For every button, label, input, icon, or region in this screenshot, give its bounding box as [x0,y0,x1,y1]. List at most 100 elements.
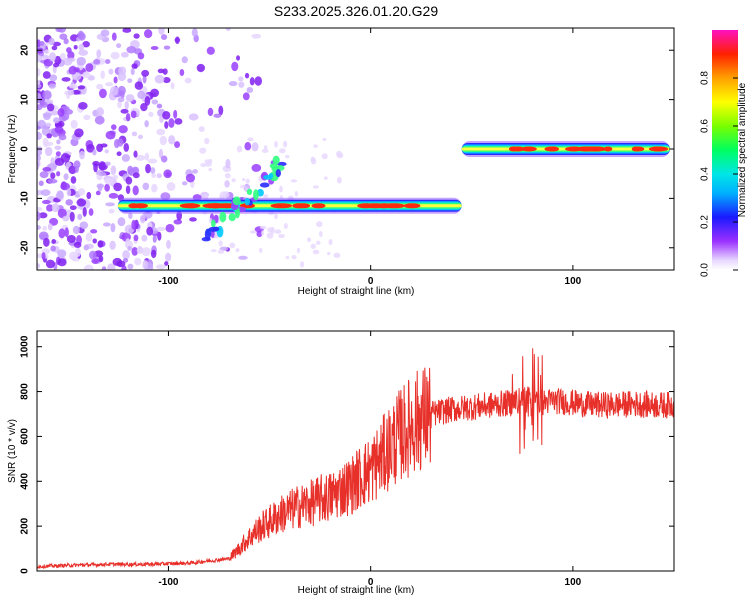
noise-blob [110,165,117,175]
snr-y-tick-label: 400 [20,473,31,490]
noise-blob [147,158,158,164]
noise-blob [267,227,274,233]
noise-blob [258,247,263,253]
noise-blob [98,88,107,99]
noise-blob [245,178,250,184]
noise-blob [37,104,43,111]
colorbar-tick-label: 0.4 [700,167,711,181]
noise-blob [121,154,130,162]
diffuse-blob [272,155,280,165]
noise-blob [160,34,168,40]
spectrogram-x-label: Height of straight line (km) [298,286,415,297]
noise-blob [254,76,263,86]
noise-blob [238,76,244,82]
noise-blob [116,260,126,268]
noise-blob [127,246,132,251]
noise-blob [238,81,245,88]
noise-blob [134,257,142,266]
spectral-band-1 [461,141,670,157]
noise-blob [58,134,67,141]
diffuse-blob [246,188,253,196]
noise-blob [117,97,125,103]
noise-blob [96,49,102,58]
noise-blob [85,63,94,72]
noise-blob [131,219,137,230]
noise-blob [50,110,59,116]
noise-blob [44,122,52,127]
spectrogram-y-ticks: -20 -10 0 10 20 [20,44,674,255]
noise-blob [79,150,85,160]
noise-blob [70,176,77,184]
spectrogram-y-tick-label: 0 [20,146,31,152]
spectrogram-x-tick-label: 0 [368,276,374,287]
band-peak [579,146,594,152]
noise-blob [116,151,122,157]
noise-blob [192,169,198,174]
noise-blob [132,172,140,179]
noise-blob [141,234,148,242]
noise-blob [174,141,181,149]
noise-blob [73,44,78,50]
noise-blob [125,176,133,185]
noise-blob [251,142,259,152]
noise-blob [139,214,146,224]
diffuse-blob [228,213,236,222]
noise-blob [170,82,175,90]
spectrogram-x-ticks: -100 0 100 [158,28,582,287]
noise-blob [39,40,44,47]
noise-blob [328,239,333,246]
noise-blob [141,69,150,77]
noise-blob [166,239,171,249]
noise-blob [64,90,69,96]
snr-x-tick-label: -100 [158,577,178,588]
noise-blob [57,28,66,33]
noise-blob [91,258,100,264]
noise-blob [85,232,93,242]
spectrogram-y-tick-label: 20 [20,44,31,56]
noise-blob [86,191,92,200]
noise-blob [251,163,262,172]
noise-blob [117,71,127,82]
noise-blob [77,85,86,90]
noise-blob [218,240,223,247]
band-peak [209,203,222,209]
noise-blob [98,172,107,177]
diffuse-blob [211,219,216,228]
noise-blob [117,100,122,109]
noise-blob [49,74,58,82]
noise-blob [55,151,61,157]
noise-blob [76,198,87,207]
noise-blob [122,250,130,260]
noise-blob [142,182,150,191]
noise-blob [77,213,83,221]
noise-blob [49,52,57,62]
noise-blob [37,149,43,156]
noise-blob [102,222,111,227]
noise-blob [37,67,41,77]
noise-blob [235,248,240,253]
noise-blob [127,165,134,175]
noise-blob [131,246,139,256]
noise-blob [72,225,80,235]
figure-title: S233.2025.326.01.20.G29 [274,3,438,19]
noise-blob [54,125,64,134]
noise-blob [137,134,144,140]
noise-blob [126,46,137,54]
noise-blob [66,234,76,243]
noise-blob [47,178,58,184]
noise-blob [131,131,138,137]
noise-blob [262,194,269,198]
noise-blob [207,107,214,117]
noise-blob [105,202,115,207]
noise-blob [173,109,178,119]
noise-blob [181,181,188,186]
noise-blob [225,28,231,31]
snr-x-ticks: -100 0 100 [158,331,582,588]
noise-blob [251,33,262,39]
noise-blob [105,130,116,140]
noise-blob [111,124,117,131]
noise-blob [294,190,299,197]
noise-blob [278,148,286,154]
noise-blob [38,212,48,219]
